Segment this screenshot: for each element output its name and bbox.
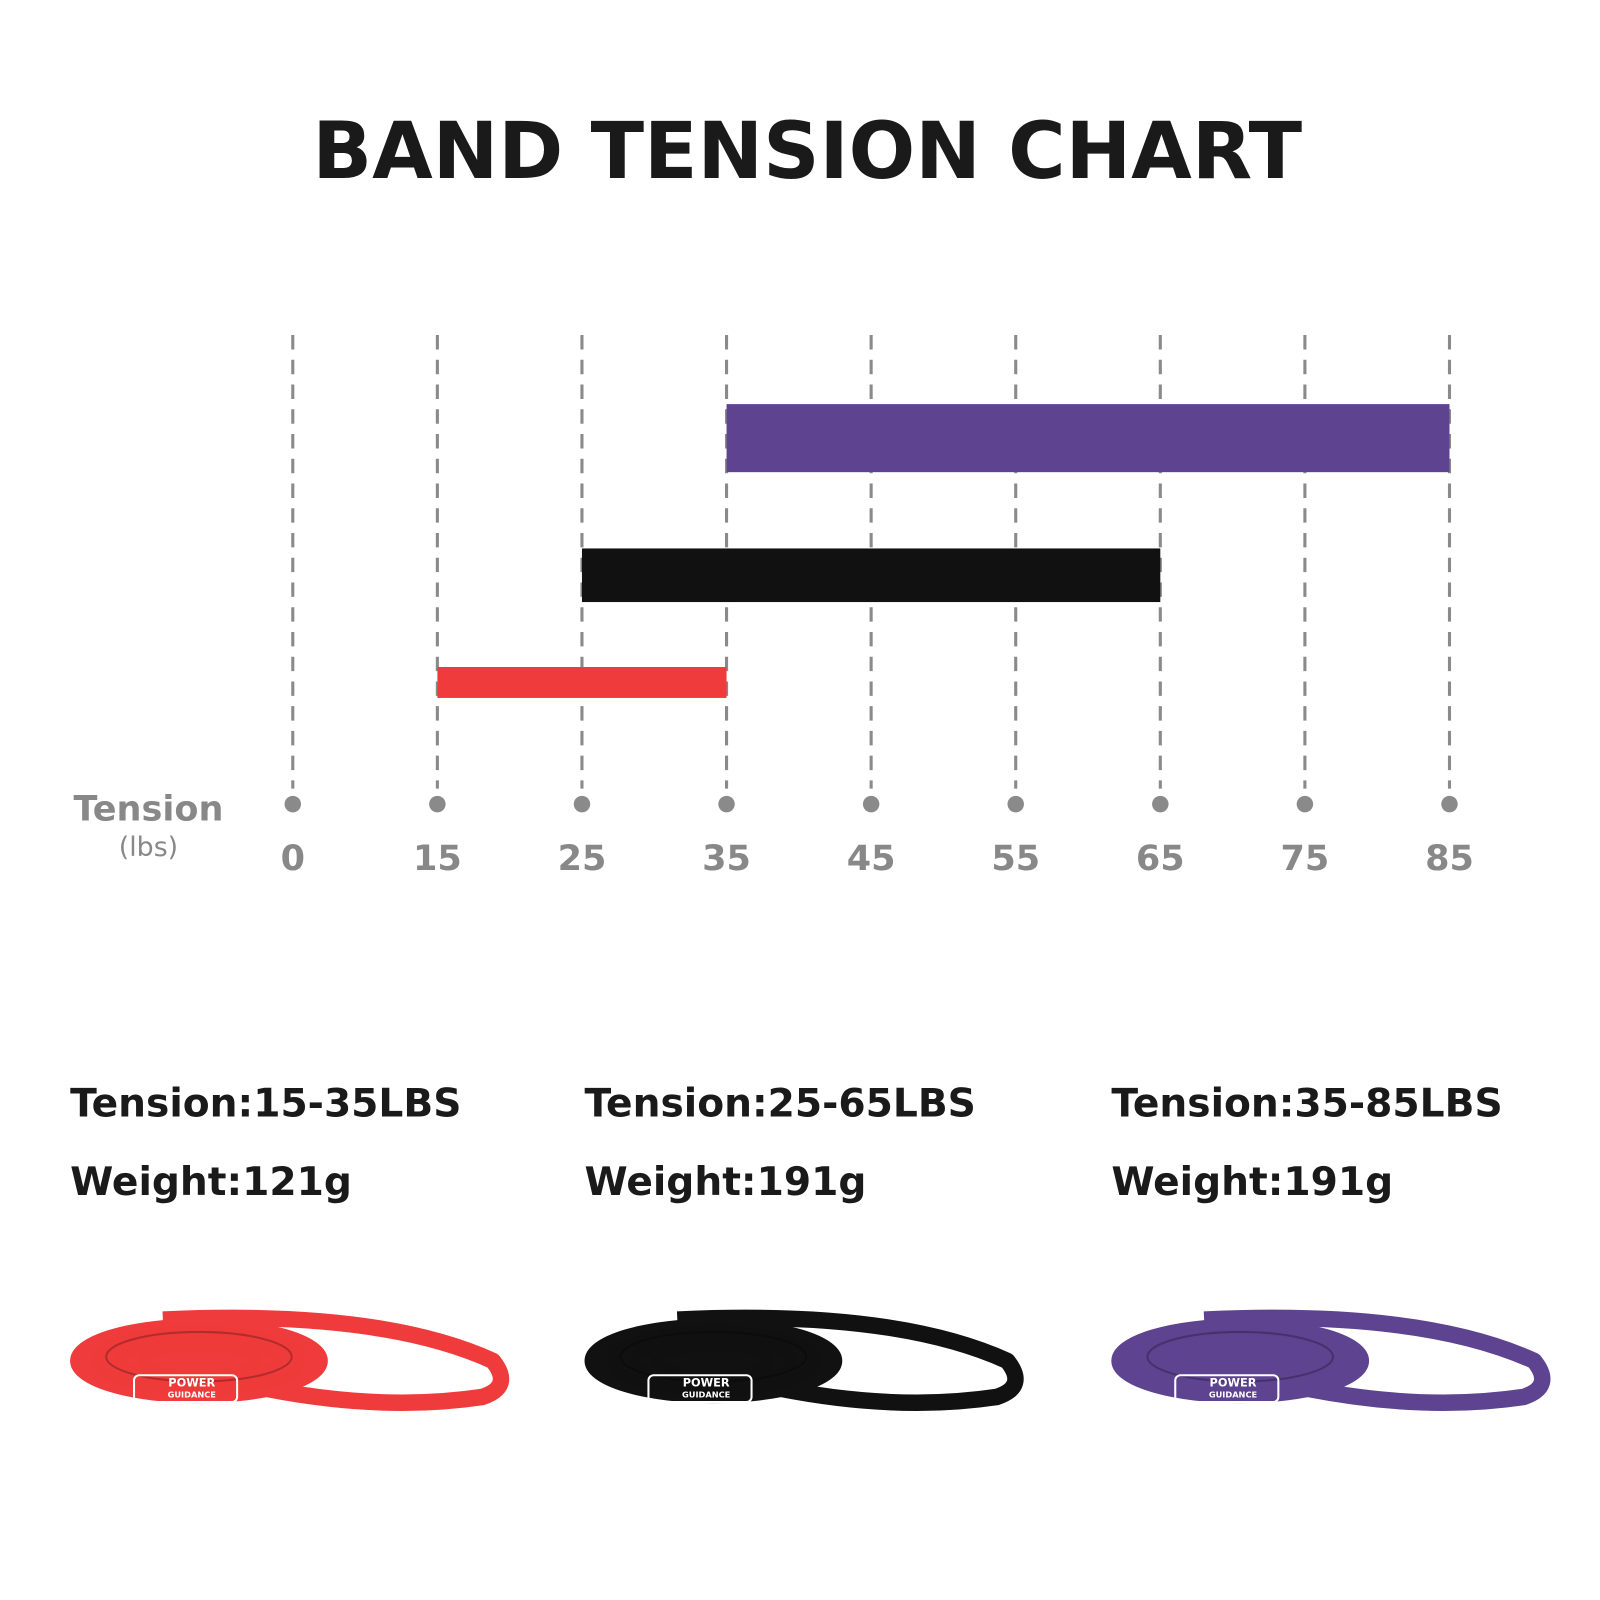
x-axis-unit: (lbs) bbox=[119, 832, 178, 863]
band-coil-line bbox=[1146, 1330, 1335, 1383]
brand-name: POWER bbox=[168, 1376, 215, 1390]
brand-name: POWER bbox=[1210, 1376, 1257, 1390]
x-tick-label: 25 bbox=[558, 838, 607, 879]
range-bar bbox=[437, 667, 727, 698]
brand-name: GUIDANCE bbox=[682, 1389, 731, 1399]
brand-name: GUIDANCE bbox=[1209, 1389, 1258, 1399]
tick-mark bbox=[284, 795, 302, 813]
brand-logo bbox=[647, 1374, 753, 1404]
x-tick-label: 35 bbox=[702, 838, 751, 879]
band-loop bbox=[676, 1309, 1024, 1411]
x-axis-label: Tension bbox=[74, 788, 224, 829]
x-tick-label: 15 bbox=[413, 838, 462, 879]
product-weight: Weight:191g bbox=[1111, 1160, 1393, 1205]
brand-logo bbox=[1174, 1374, 1280, 1404]
tick-mark bbox=[573, 795, 591, 813]
band-coil bbox=[115, 1332, 283, 1389]
x-tick-label: 85 bbox=[1425, 838, 1474, 879]
band-coil bbox=[92, 1325, 306, 1396]
range-bar bbox=[726, 404, 1450, 473]
product-tension: Tension:25-65LBS bbox=[585, 1082, 976, 1127]
band-coil bbox=[1134, 1325, 1347, 1396]
band-loop bbox=[162, 1309, 510, 1411]
tick-mark bbox=[1152, 795, 1169, 813]
x-tick-label: 65 bbox=[1136, 838, 1185, 879]
product-tension: Tension:15-35LBS bbox=[70, 1082, 461, 1127]
tick-mark bbox=[1441, 795, 1458, 813]
product-weight: Weight:191g bbox=[585, 1160, 867, 1205]
x-tick-label: 55 bbox=[991, 838, 1040, 879]
x-tick-label: 75 bbox=[1281, 838, 1330, 879]
brand-logo bbox=[132, 1374, 239, 1404]
brand-name: GUIDANCE bbox=[168, 1389, 217, 1399]
x-tick-label: 45 bbox=[847, 838, 896, 879]
band-coil bbox=[629, 1332, 797, 1389]
product-weight: Weight:121g bbox=[70, 1160, 352, 1205]
range-bar bbox=[581, 548, 1161, 603]
band-coil-line bbox=[619, 1330, 808, 1383]
tick-mark bbox=[718, 795, 735, 813]
band-coil bbox=[607, 1325, 820, 1396]
tick-mark bbox=[1007, 795, 1024, 813]
chart-title: BAND TENSION CHART bbox=[312, 106, 1302, 197]
band-coil bbox=[1156, 1332, 1324, 1389]
x-tick-label: 0 bbox=[281, 838, 305, 879]
band-coil-line bbox=[105, 1330, 293, 1383]
tick-mark bbox=[862, 795, 880, 813]
tick-mark bbox=[429, 795, 446, 813]
product-tension: Tension:35-85LBS bbox=[1111, 1082, 1502, 1127]
brand-name: POWER bbox=[683, 1376, 730, 1390]
tick-mark bbox=[1296, 795, 1314, 813]
band-loop bbox=[1203, 1309, 1551, 1411]
